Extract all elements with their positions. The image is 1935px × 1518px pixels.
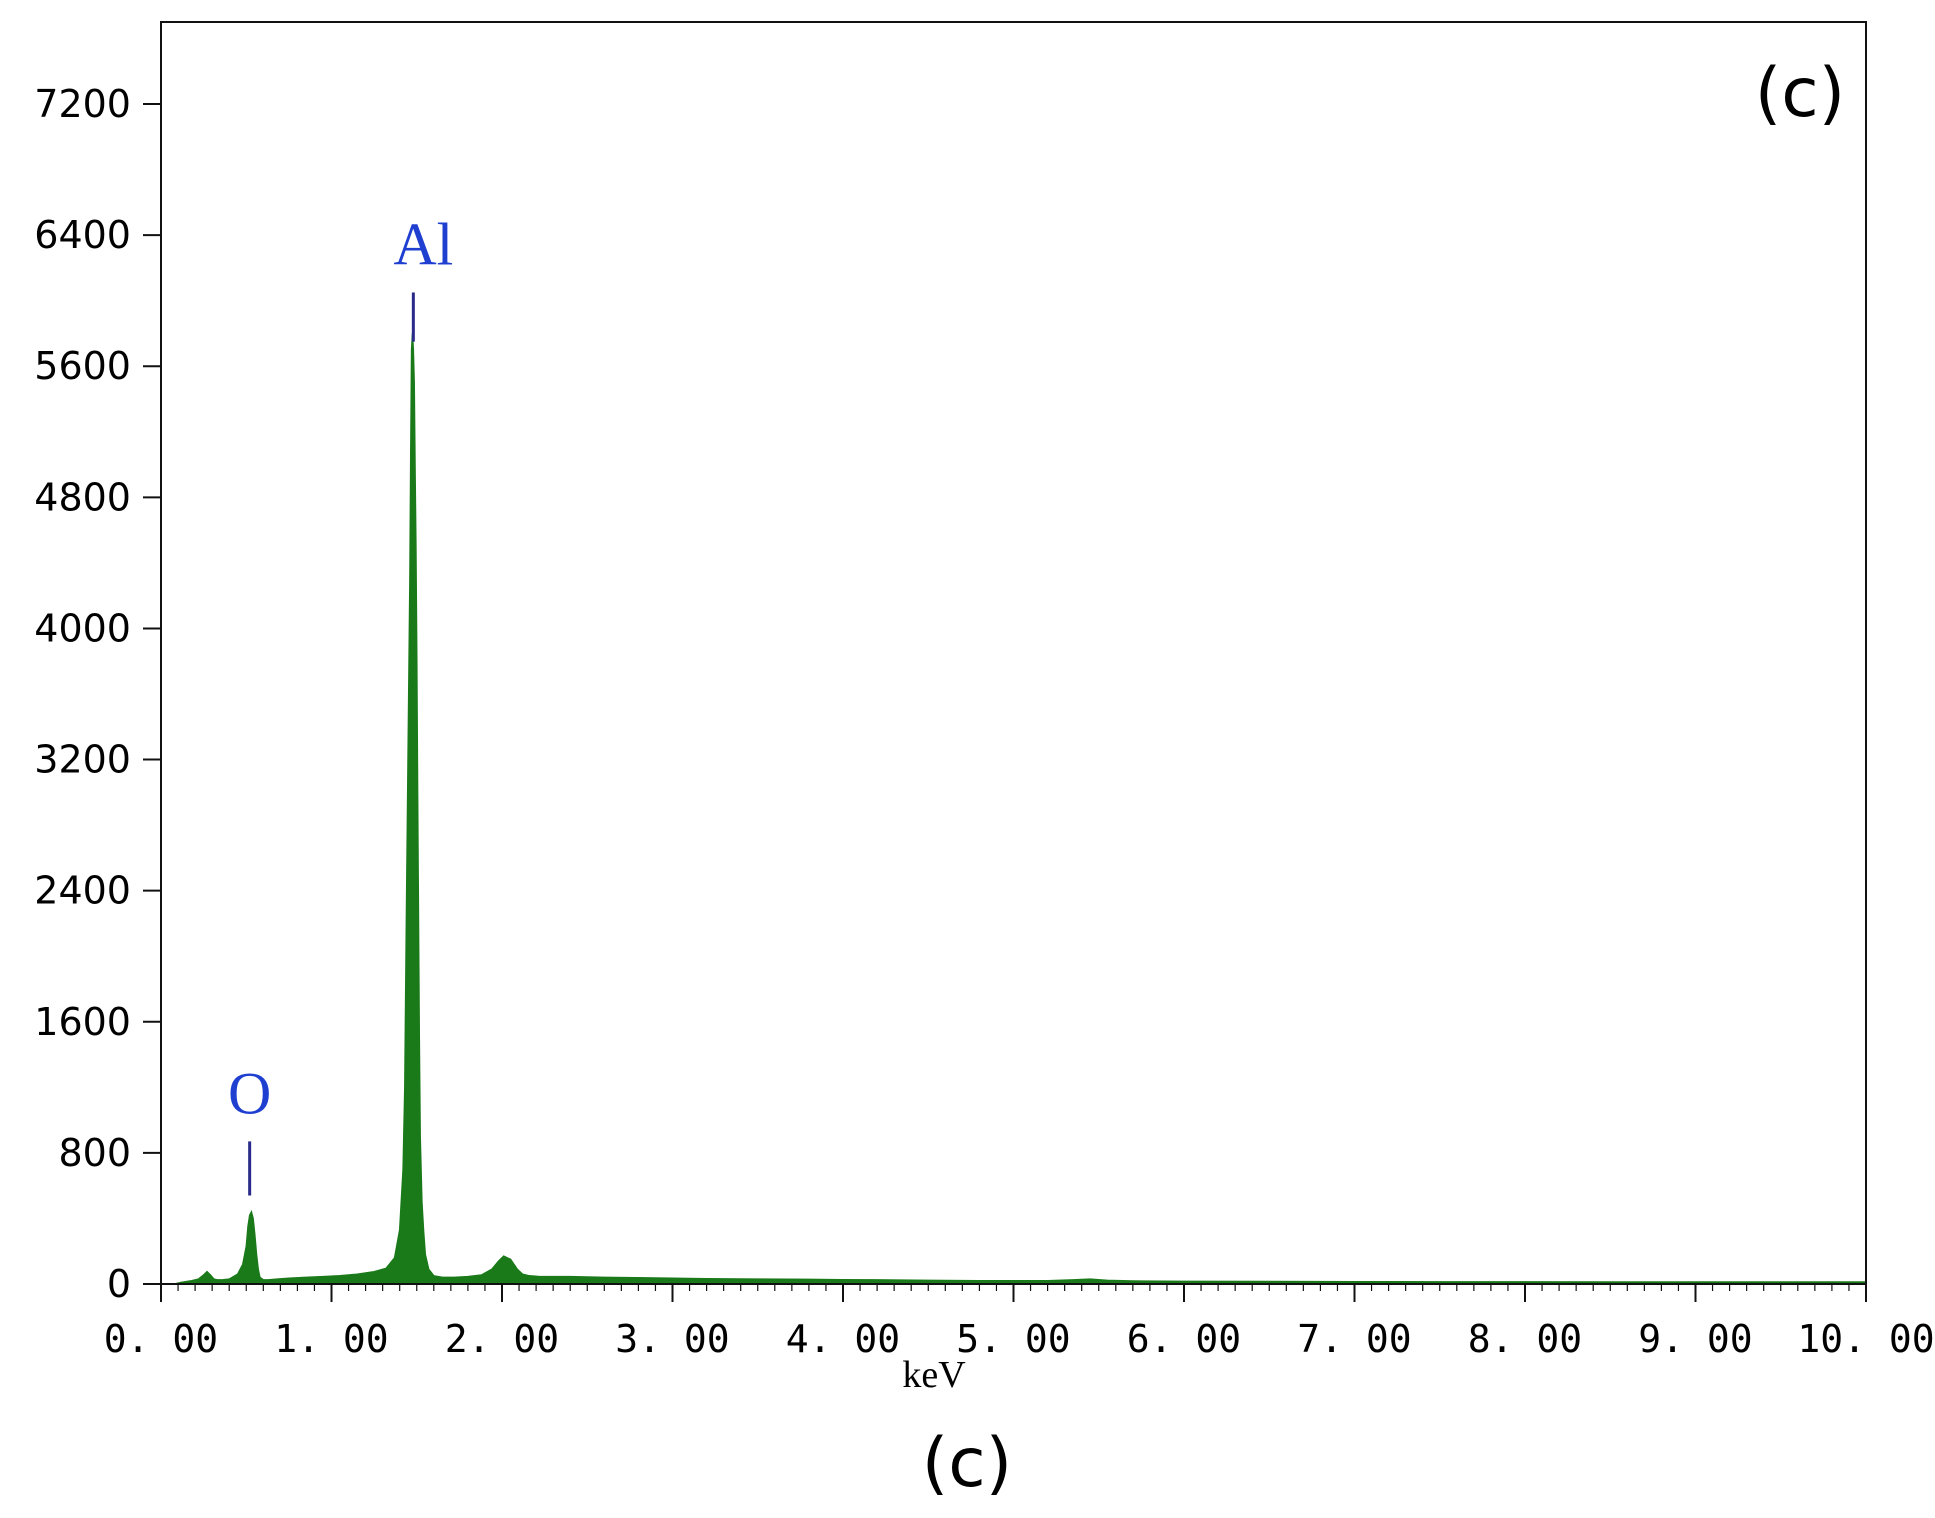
y-tick-label-2400: 2400 <box>34 869 131 913</box>
x-tick-label-0: 0. 00 <box>104 1317 218 1361</box>
y-tick-label-0: 0 <box>107 1262 131 1306</box>
y-tick-label-1600: 1600 <box>34 1000 131 1044</box>
panel-label: (c) <box>1755 54 1845 133</box>
x-tick-label-6: 6. 00 <box>1127 1317 1241 1361</box>
x-tick-label-5: 5. 00 <box>956 1317 1070 1361</box>
peak-label-o: O <box>228 1060 271 1126</box>
y-tick-label-4000: 4000 <box>34 606 131 650</box>
x-tick-label-4: 4. 00 <box>786 1317 900 1361</box>
x-tick-label-8: 8. 00 <box>1468 1317 1582 1361</box>
x-tick-label-3: 3. 00 <box>615 1317 729 1361</box>
x-tick-label-10: 10. 00 <box>1797 1317 1934 1361</box>
y-tick-label-800: 800 <box>58 1131 131 1175</box>
x-axis-label: keV <box>902 1354 966 1396</box>
x-tick-label-2: 2. 00 <box>445 1317 559 1361</box>
y-tick-label-3200: 3200 <box>34 738 131 782</box>
x-tick-label-9: 9. 00 <box>1638 1317 1752 1361</box>
x-tick-label-7: 7. 00 <box>1297 1317 1411 1361</box>
x-tick-label-1: 1. 00 <box>274 1317 388 1361</box>
figure-caption: (c) <box>922 1424 1012 1503</box>
y-tick-label-4800: 4800 <box>34 475 131 519</box>
y-tick-label-6400: 6400 <box>34 213 131 257</box>
y-tick-label-5600: 5600 <box>34 344 131 388</box>
peak-label-al: Al <box>393 211 453 277</box>
y-tick-label-7200: 7200 <box>34 82 131 126</box>
spectrum-series-0 <box>174 333 1867 1285</box>
